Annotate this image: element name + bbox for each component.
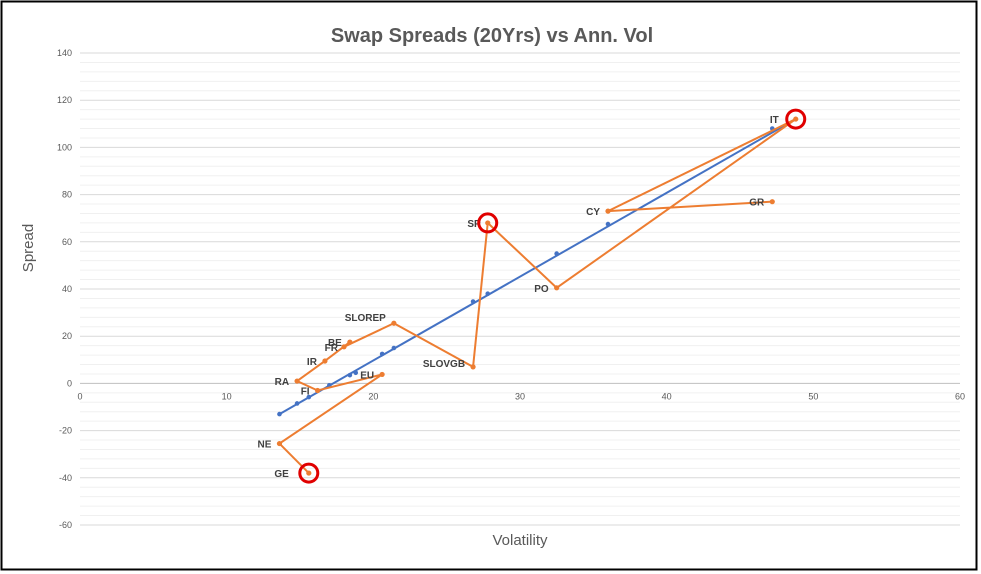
chart-title: Swap Spreads (20Yrs) vs Ann. Vol [331,25,653,47]
data-label: SP [467,219,481,230]
series-point [605,208,611,214]
series-point [347,339,353,345]
y-tick-label: -20 [59,426,72,436]
data-label: BE [328,338,342,349]
data-label: FI [301,386,310,397]
y-tick-label: 140 [57,48,72,58]
y-tick-label: 60 [62,237,72,247]
fit-point [347,372,353,378]
series-point [554,285,560,291]
fit-point [379,351,385,357]
y-axis-label: Spread [20,224,37,272]
data-label: CY [586,207,600,218]
x-tick-label: 60 [955,391,965,401]
x-tick-label: 40 [662,391,672,401]
series-point [391,320,397,326]
x-tick-label: 20 [368,391,378,401]
x-axis-label: Volatility [492,532,548,549]
data-label: GR [749,198,765,209]
y-tick-label: 120 [57,95,72,105]
fit-point [470,299,476,304]
y-tick-label: 40 [62,284,72,294]
fit-point [605,221,611,227]
series-point [379,371,385,378]
x-tick-label: 10 [222,391,232,401]
data-label: FR [325,343,339,354]
series-point [294,378,300,384]
y-tick-label: 100 [57,142,72,152]
x-tick-label: 30 [515,391,525,401]
x-tick-labels: 0 10 20 30 40 50 60 [77,391,965,401]
fit-point [306,394,312,400]
series-point [470,364,476,370]
data-label: SLOREP [345,313,386,324]
y-tick-label: 80 [62,190,72,200]
fit-line [278,118,797,415]
data-label: NE [258,440,272,451]
series-point [306,470,312,476]
series-point [322,358,328,364]
data-label: SLOVGB [423,359,465,370]
fit-point [294,401,300,406]
y-tick-label: -60 [59,520,72,530]
series-point [341,344,347,350]
data-label: RA [275,377,289,388]
y-tick-label: 0 [67,378,72,388]
y-tick-label: -40 [59,473,72,483]
highlight-circle [477,212,499,234]
data-label: IT [770,115,779,126]
highlight-circle [785,108,807,130]
data-label: GE [274,469,289,480]
gridlines [80,52,960,526]
series-point [793,116,799,122]
y-tick-label: 20 [62,331,72,341]
series-point [276,440,283,447]
y-tick-labels: -60 -40 -20 0 20 40 60 80 100 120 140 [57,48,72,530]
data-label: EU [360,370,374,381]
x-tick-label: 50 [808,391,818,401]
fit-point [485,291,491,297]
fit-point [554,251,559,256]
highlight-circle [298,462,320,484]
fit-point [277,411,282,417]
fit-point [353,370,359,376]
series-point [769,199,775,205]
series-point [485,220,491,226]
series-point [315,387,321,394]
x-tick-label: 0 [77,391,82,401]
fit-point [391,345,397,351]
data-label: IR [307,357,318,368]
data-label: PO [534,284,549,295]
